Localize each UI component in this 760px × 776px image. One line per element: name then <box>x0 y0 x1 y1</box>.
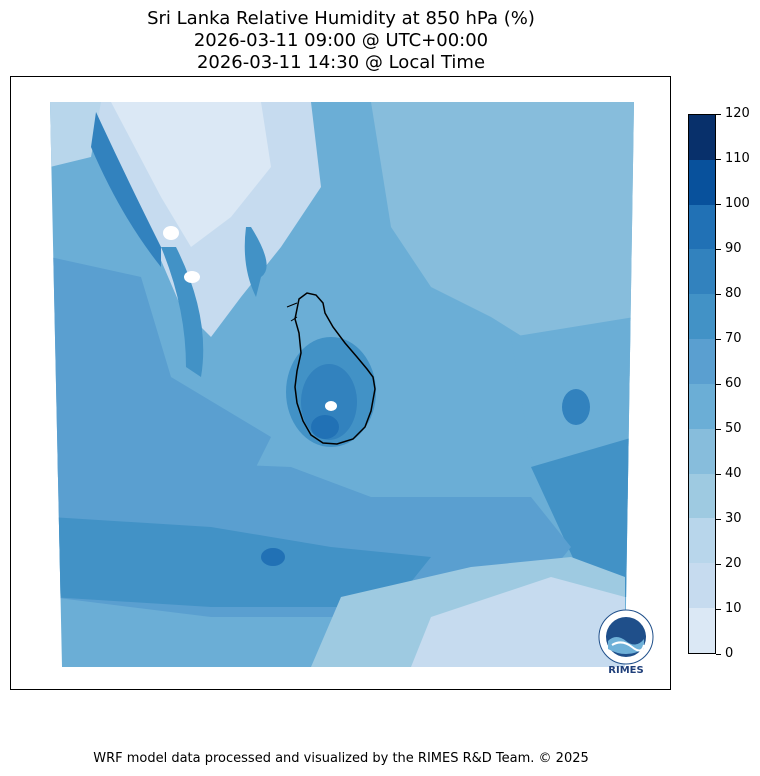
colorbar-segment <box>689 249 715 295</box>
nodata-patch-3 <box>325 401 337 411</box>
rimes-logo: RIMES <box>596 609 656 679</box>
map-title: Sri Lanka Relative Humidity at 850 hPa (… <box>147 8 535 29</box>
moist-ridge-1 <box>91 112 161 267</box>
colorbar-segment <box>689 608 715 653</box>
dry-corner-nw <box>50 102 101 167</box>
colorbar-tick <box>716 428 721 430</box>
jaffna-islets <box>286 302 298 322</box>
colorbar-tick-label: 80 <box>725 286 742 301</box>
moist-cell-south <box>261 548 285 566</box>
colorbar-tick <box>716 473 721 475</box>
utc-time: 2026-03-11 09:00 @ UTC+00:00 <box>193 30 489 51</box>
rimes-logo-text: RIMES <box>608 665 644 676</box>
colorbar-tick-label: 90 <box>725 241 742 256</box>
colorbar-tick-label: 60 <box>725 376 742 391</box>
colorbar-tick-label: 20 <box>725 556 742 571</box>
moist-cell-east <box>562 389 590 425</box>
dry-core-north <box>111 102 271 247</box>
colorbar-segment <box>689 159 715 205</box>
colorbar-segment <box>689 518 715 564</box>
colorbar-tick <box>716 653 721 655</box>
humidity-field <box>50 102 634 667</box>
colorbar-tick <box>716 608 721 610</box>
colorbar-tick <box>716 338 721 340</box>
colorbar-tick-label: 110 <box>725 151 750 166</box>
colorbar-segment <box>689 294 715 340</box>
colorbar-segment <box>689 563 715 609</box>
colorbar-tick <box>716 563 721 565</box>
colorbar <box>688 114 716 654</box>
moist-ridge-3 <box>244 227 267 297</box>
colorbar-tick-label: 50 <box>725 421 742 436</box>
colorbar-tick <box>716 158 721 160</box>
humidity-zone-e-moist <box>531 437 634 597</box>
colorbar-tick-label: 40 <box>725 466 742 481</box>
colorbar-segment <box>689 115 715 160</box>
map-panel: RIMES <box>10 76 671 690</box>
moist-ridge-2 <box>161 247 204 377</box>
colorbar-tick-label: 30 <box>725 511 742 526</box>
colorbar-tick <box>716 248 721 250</box>
colorbar-segment <box>689 428 715 474</box>
dry-core-se <box>411 577 625 667</box>
colorbar-tick-label: 100 <box>725 196 750 211</box>
colorbar-tick-label: 70 <box>725 331 742 346</box>
colorbar-tick <box>716 293 721 295</box>
colorbar-tick-label: 0 <box>725 646 734 661</box>
colorbar-tick-label: 120 <box>725 106 750 121</box>
sri-lanka-coastline <box>294 292 376 445</box>
humidity-zone-ne <box>371 102 634 377</box>
colorbar-tick <box>716 113 721 115</box>
colorbar-segment <box>689 339 715 384</box>
colorbar-tick <box>716 518 721 520</box>
colorbar-segment <box>689 204 715 250</box>
colorbar-segment <box>689 473 715 519</box>
rimes-logo-emblem <box>598 609 654 665</box>
local-time: 2026-03-11 14:30 @ Local Time <box>196 52 486 73</box>
moist-peak-island <box>311 415 339 439</box>
humidity-zone-w <box>50 257 271 477</box>
nodata-patch-2 <box>184 271 200 283</box>
nodata-patch-1 <box>163 226 179 240</box>
colorbar-tick <box>716 203 721 205</box>
humidity-zone-s-moist <box>50 517 431 607</box>
colorbar-tick-label: 10 <box>725 601 742 616</box>
colorbar-tick <box>716 383 721 385</box>
footer-credit: WRF model data processed and visualized … <box>93 751 589 766</box>
colorbar-segment <box>689 383 715 429</box>
